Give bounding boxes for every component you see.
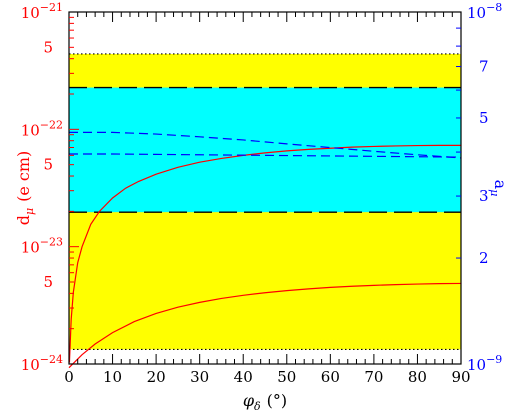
y-left-major-tick-label: 10−22: [21, 118, 63, 139]
y-left-axis-title: dμ(e cm): [14, 151, 36, 226]
y-right-major-tick-label: 10−8: [467, 1, 502, 22]
y-left-major-tick-label: 10−21: [21, 1, 63, 22]
y-right-axis-title: aμ: [488, 180, 510, 197]
y-left-minor-tick-label: 5: [43, 156, 53, 174]
y-right-minor-tick-label: 2: [479, 249, 489, 267]
y-left-minor-tick-label: 5: [43, 273, 53, 291]
x-tick-label: 40: [234, 368, 253, 386]
x-tick-label: 60: [321, 368, 340, 386]
ticks-layer: [69, 12, 461, 364]
series-line-4: [69, 153, 462, 158]
x-tick-label: 50: [277, 368, 296, 386]
x-tick-label: 80: [408, 368, 427, 386]
y-left-major-tick-label: 10−24: [21, 353, 63, 374]
y-left-minor-tick-label: 5: [43, 38, 53, 56]
series-line-1: [68, 144, 461, 363]
x-tick-label: 20: [147, 368, 166, 386]
series-line-2: [68, 282, 462, 369]
x-tick-label: 30: [190, 368, 209, 386]
labels-layer: 0 10 20 30 40 50 60 70 80 90 10−24 10−23 10−22 10−21 5…: [21, 1, 503, 386]
x-tick-label: 90: [451, 368, 470, 386]
series-layer: [68, 131, 462, 369]
y-right-major-tick-label: 10−9: [467, 353, 502, 374]
x-tick-label: 0: [64, 368, 74, 386]
band-2: [69, 87, 461, 213]
x-axis-title: φδ (°): [243, 391, 287, 413]
y-left-major-tick-label: 10−23: [21, 236, 63, 257]
bands-layer: [69, 53, 461, 351]
plot-frame: [68, 11, 462, 365]
x-tick-label: 70: [364, 368, 383, 386]
y-right-minor-tick-label: 3: [479, 187, 489, 205]
y-right-minor-tick-label: 7: [479, 58, 489, 76]
y-right-minor-tick-label: 5: [479, 109, 489, 127]
series-line-3: [69, 131, 462, 159]
x-tick-label: 10: [103, 368, 122, 386]
